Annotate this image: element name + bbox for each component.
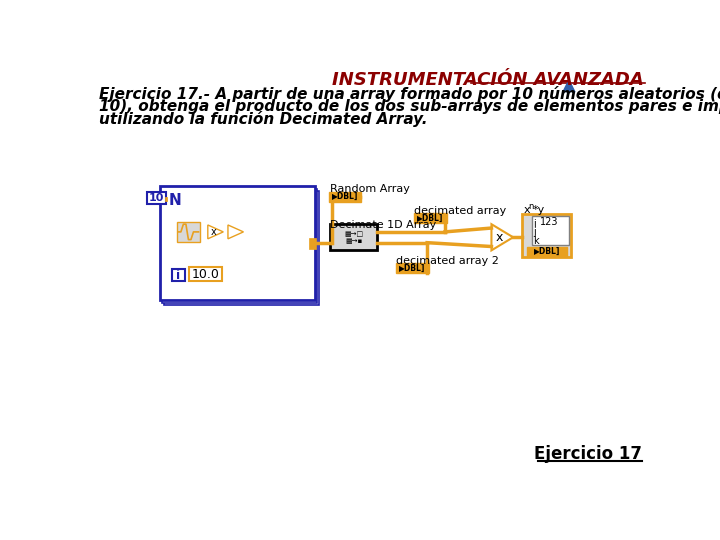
Text: Random Array: Random Array bbox=[330, 184, 410, 194]
Polygon shape bbox=[228, 225, 243, 239]
FancyBboxPatch shape bbox=[160, 186, 315, 300]
FancyBboxPatch shape bbox=[177, 222, 200, 242]
Text: utilizando la función Decimated Array.: utilizando la función Decimated Array. bbox=[99, 111, 428, 127]
Text: 10.0: 10.0 bbox=[192, 268, 220, 281]
Text: x: x bbox=[495, 231, 503, 244]
Text: decimated array: decimated array bbox=[414, 206, 506, 215]
Text: x: x bbox=[210, 227, 216, 237]
Text: decimated array 2: decimated array 2 bbox=[396, 256, 499, 266]
Text: N: N bbox=[169, 193, 181, 208]
Polygon shape bbox=[208, 225, 223, 239]
Text: INSTRUMENTACIÓN AVANZADA: INSTRUMENTACIÓN AVANZADA bbox=[332, 71, 644, 89]
Text: k: k bbox=[534, 236, 539, 246]
Text: Decimate 1D Array: Decimate 1D Array bbox=[330, 220, 436, 231]
Polygon shape bbox=[492, 224, 513, 251]
Text: i: i bbox=[534, 219, 536, 229]
Text: 123: 123 bbox=[539, 217, 558, 227]
Text: ▶DBL]: ▶DBL] bbox=[417, 214, 444, 223]
FancyBboxPatch shape bbox=[309, 238, 316, 249]
Text: ▦→□
▦→▪: ▦→□ ▦→▪ bbox=[344, 231, 363, 244]
Text: ▶DBL]: ▶DBL] bbox=[534, 247, 560, 255]
Text: i: i bbox=[176, 268, 181, 281]
Text: Ejercicio 17: Ejercicio 17 bbox=[534, 446, 642, 463]
FancyBboxPatch shape bbox=[414, 213, 446, 224]
Text: ▶DBL]: ▶DBL] bbox=[399, 264, 426, 273]
Text: *y: *y bbox=[533, 205, 545, 215]
FancyBboxPatch shape bbox=[164, 191, 320, 305]
Text: ▲: ▲ bbox=[562, 76, 576, 93]
Text: n: n bbox=[528, 202, 534, 211]
Text: 10), obtenga el producto de los dos sub-arrays de elementos pares e impares,: 10), obtenga el producto de los dos sub-… bbox=[99, 99, 720, 114]
FancyBboxPatch shape bbox=[172, 269, 184, 281]
Text: Ejercicio 17.- A partir de una array formado por 10 números aleatorios (de 1 a: Ejercicio 17.- A partir de una array for… bbox=[99, 86, 720, 103]
FancyBboxPatch shape bbox=[523, 214, 570, 257]
Text: j: j bbox=[534, 227, 536, 237]
FancyBboxPatch shape bbox=[189, 267, 222, 281]
FancyBboxPatch shape bbox=[148, 192, 166, 204]
FancyBboxPatch shape bbox=[396, 264, 428, 273]
FancyBboxPatch shape bbox=[162, 189, 317, 303]
FancyBboxPatch shape bbox=[532, 215, 569, 245]
FancyBboxPatch shape bbox=[527, 247, 567, 256]
Text: x: x bbox=[524, 205, 531, 215]
Text: 10: 10 bbox=[149, 193, 164, 203]
FancyBboxPatch shape bbox=[330, 224, 377, 251]
FancyBboxPatch shape bbox=[329, 192, 361, 202]
Text: ▶DBL]: ▶DBL] bbox=[332, 192, 358, 201]
